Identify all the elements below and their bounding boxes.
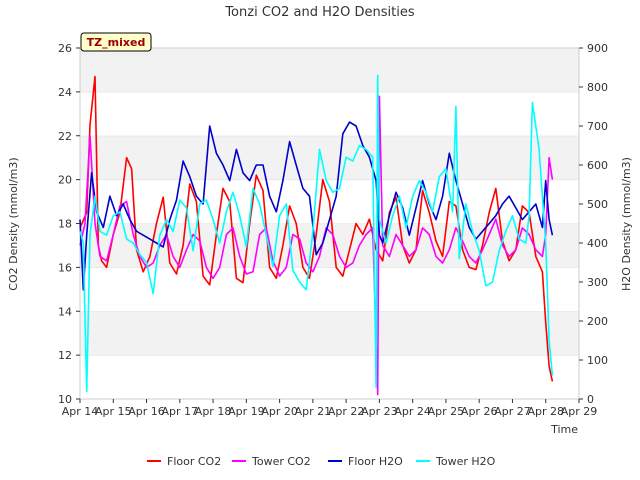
grid-band: [80, 48, 579, 92]
y2-tick-label: 300: [587, 276, 608, 289]
y2-tick-label: 400: [587, 237, 608, 250]
x-tick-label: Apr 24: [394, 405, 431, 418]
legend-label: Floor H2O: [348, 455, 403, 468]
y-tick-label: 18: [58, 218, 72, 231]
x-tick-label: Apr 22: [328, 405, 365, 418]
x-tick-label: Apr 29: [561, 405, 598, 418]
x-tick-label: Apr 18: [195, 405, 232, 418]
x-tick-label: Apr 16: [128, 405, 165, 418]
series-line-tower-h2o: [79, 74, 554, 393]
legend-label: Tower CO2: [251, 455, 311, 468]
y-tick-label: 24: [58, 86, 72, 99]
grid-band: [80, 91, 579, 136]
y2-tick-label: 100: [587, 354, 608, 367]
x-tick-label: Apr 28: [527, 405, 564, 418]
legend: Floor CO2 Tower CO2 Floor H2O Tower H2O: [147, 455, 496, 468]
y-axis-ticks: 10 12 14 16 18 20 22 24 26: [58, 42, 80, 406]
chart-title: Tonzi CO2 and H2O Densities: [224, 5, 415, 20]
x-axis-label: Time: [550, 423, 578, 436]
y-tick-label: 16: [58, 261, 72, 274]
legend-label: Tower H2O: [435, 455, 496, 468]
series-layer: [79, 74, 554, 396]
y2-tick-label: 700: [587, 120, 608, 133]
y2-tick-label: 800: [587, 81, 608, 94]
x-tick-label: Apr 15: [95, 405, 132, 418]
y2-axis-ticks: 0 100 200 300 400 500 600 700 800 900: [579, 42, 608, 406]
x-tick-label: Apr 27: [494, 405, 531, 418]
x-tick-label: Apr 20: [261, 405, 298, 418]
grid-band: [80, 311, 579, 356]
x-tick-label: Apr 17: [162, 405, 199, 418]
grid-band: [80, 355, 579, 399]
site-badge-label: TZ_mixed: [87, 36, 146, 49]
y-tick-label: 20: [58, 174, 72, 187]
y-tick-label: 10: [58, 393, 72, 406]
y-tick-label: 14: [58, 305, 72, 318]
x-tick-label: Apr 23: [361, 405, 398, 418]
y-axis-label: CO2 Density (mmol/m3): [7, 157, 20, 290]
y-tick-label: 26: [58, 42, 72, 55]
y-tick-label: 12: [58, 349, 72, 362]
y2-tick-label: 0: [587, 393, 594, 406]
x-tick-label: Apr 25: [428, 405, 465, 418]
grid-bands: [80, 47, 579, 399]
y-tick-label: 22: [58, 130, 72, 143]
legend-label: Floor CO2: [167, 455, 221, 468]
series-line-floor-h2o: [79, 121, 554, 291]
grid-band: [80, 135, 579, 180]
site-badge: TZ_mixed: [80, 32, 152, 52]
x-tick-label: Apr 26: [461, 405, 498, 418]
y2-tick-label: 600: [587, 159, 608, 172]
x-tick-label: Apr 21: [295, 405, 332, 418]
y2-tick-label: 200: [587, 315, 608, 328]
x-tick-label: Apr 19: [228, 405, 265, 418]
y2-axis-label: H2O Density (mmol/m3): [620, 157, 633, 291]
y2-tick-label: 900: [587, 42, 608, 55]
grid-band: [80, 267, 579, 312]
site-badge-box: [80, 32, 152, 52]
y2-tick-label: 500: [587, 198, 608, 211]
x-tick-label: Apr 14: [62, 405, 99, 418]
